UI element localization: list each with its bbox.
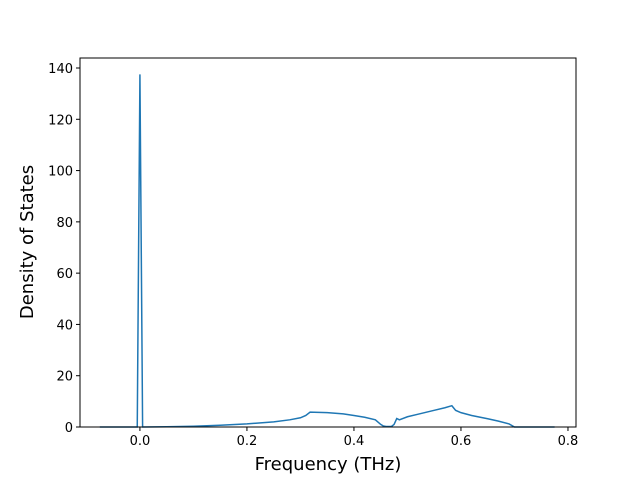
y-tick-label: 80	[56, 216, 73, 231]
y-tick-label: 100	[48, 165, 73, 180]
x-tick-label: 0.0	[130, 434, 151, 449]
x-tick-label: 0.4	[344, 434, 365, 449]
line	[99, 74, 555, 428]
y-tick-label: 140	[48, 62, 73, 77]
y-axis-label: Density of States	[17, 165, 38, 319]
y-tick-label: 40	[56, 318, 73, 333]
y-tick-label: 60	[56, 267, 73, 282]
axes-frame	[79, 57, 577, 428]
x-tick-label: 0.2	[237, 434, 258, 449]
y-tick-label: 120	[48, 113, 73, 128]
x-tick-label: 0.6	[451, 434, 472, 449]
y-tick-label: 0	[65, 421, 73, 436]
x-axis-label: Frequency (THz)	[255, 454, 402, 475]
y-tick-label: 20	[56, 370, 73, 385]
x-tick-label: 0.8	[558, 434, 579, 449]
